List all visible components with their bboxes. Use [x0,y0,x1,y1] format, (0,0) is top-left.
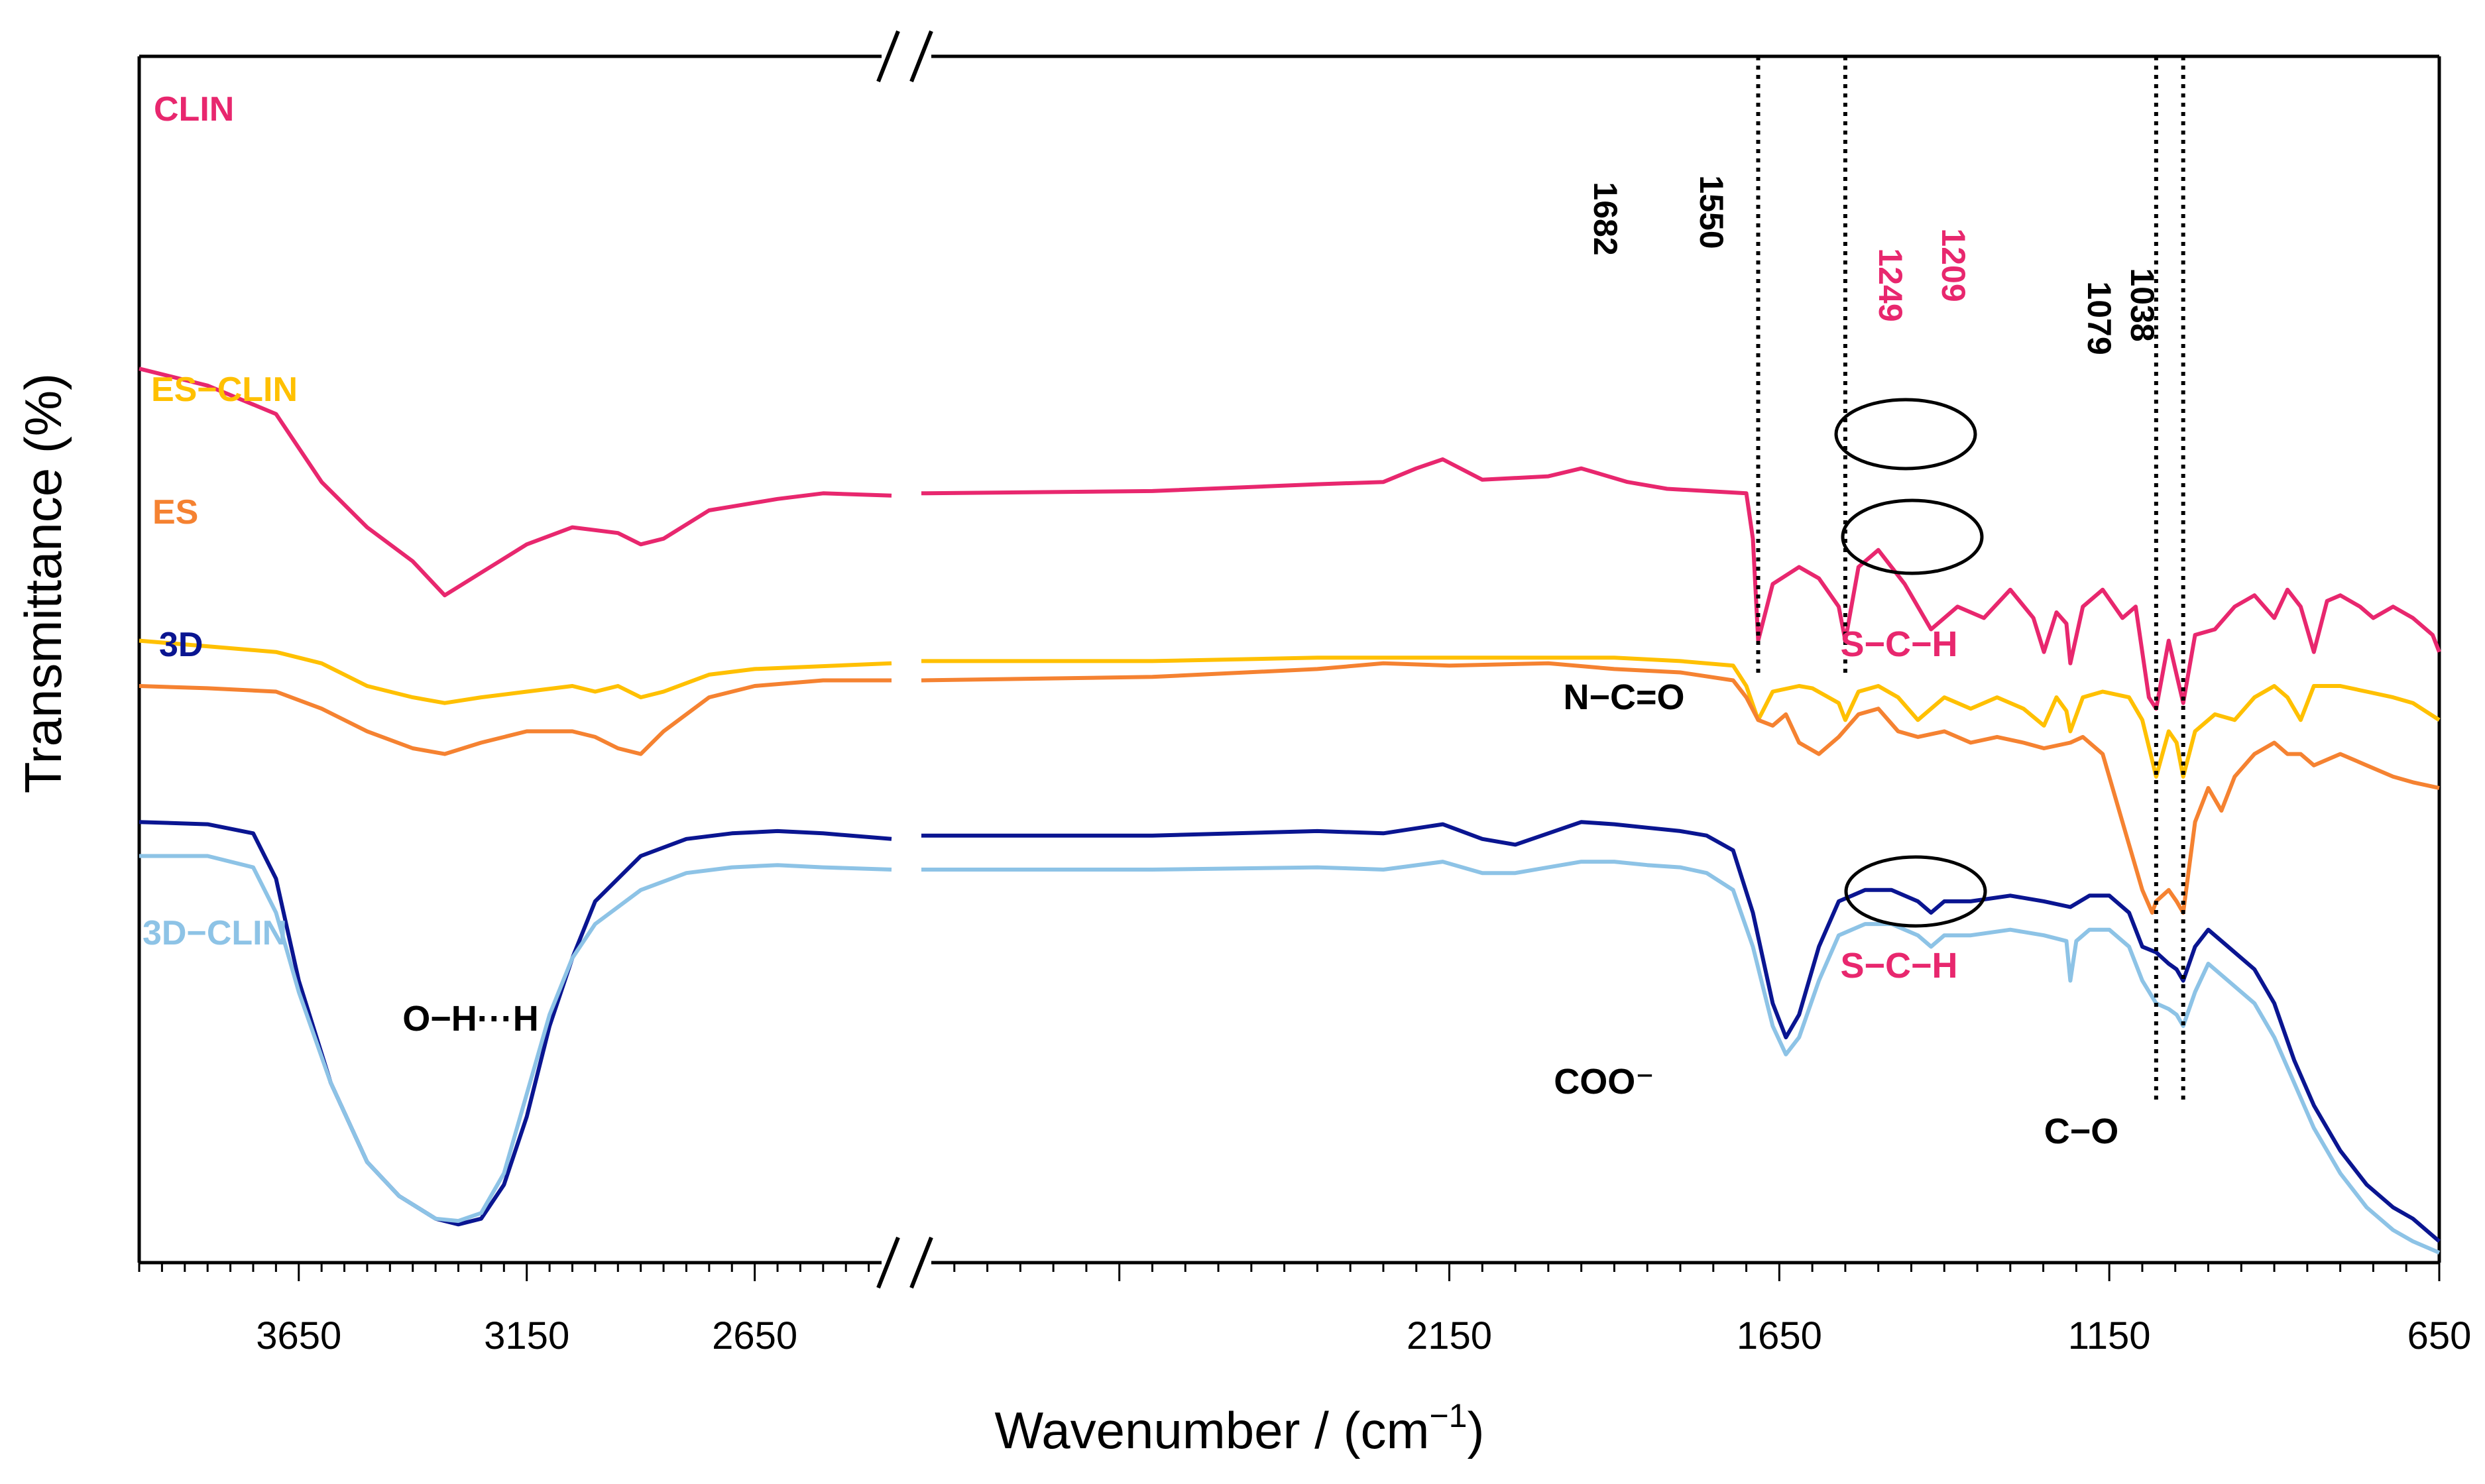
series-line-es-seg2 [921,661,2440,915]
series-line-es-clin-seg1 [139,638,892,705]
series-lines [139,367,2441,1255]
series-line-es-seg1 [139,678,892,756]
highlight-ellipse-3d-clin [1844,855,1987,928]
s-c-h-label-lower: S−C−H [1840,946,1957,986]
break-mark [876,1236,900,1289]
y-axis-label: Transmittance (%) [14,373,72,793]
series-label-es-clin: ES−CLIN [151,371,298,409]
series-label-es: ES [152,493,198,532]
peak-label-1682: 1682 [1587,182,1624,255]
s-c-h-label-upper: S−C−H [1840,624,1957,664]
x-tick-label: 2150 [1407,1314,1492,1357]
highlight-ellipse-es-clin [1841,498,1984,575]
oh-h-label: O−H···H [402,999,538,1039]
series-line-3d-clin-seg2 [921,860,2441,1255]
x-tick-labels: 3650 3150 2650 2150 1650 1150 650 [256,1314,2471,1357]
peak-labels: 1682 1550 1249 1209 1079 1038 [1587,175,2161,355]
peak-label-1209: 1209 [1935,228,1972,302]
annotation-labels: O−H···H N−C=O COO⁻ S−C−H S−C−H C−O [402,624,2118,1151]
highlight-ellipses [1834,398,1987,928]
series-line-es-clin-seg2 [921,656,2441,779]
x-tick-label: 650 [2407,1314,2472,1357]
x-axis-label-close: ) [1467,1401,1484,1459]
n-c-o-label: N−C=O [1563,677,1684,717]
series-label-clin: CLIN [154,90,234,129]
x-axis-label: Wavenumber / (cm−1) [995,1397,1485,1459]
peak-dotted-lines [1756,56,2185,1104]
peak-label-1079: 1079 [2081,281,2118,355]
peak-label-1249: 1249 [1872,248,1909,321]
highlight-ellipse-clin [1834,398,1977,471]
x-tick-label: 3150 [484,1314,569,1357]
plot-frame [137,54,2441,1265]
series-line-3d-seg2 [921,820,2441,1243]
x-ticks [138,1263,2441,1281]
x-axis-label-sup: −1 [1429,1397,1467,1434]
x-tick-label: 3650 [256,1314,341,1357]
series-line-3d-clin-seg1 [139,854,892,1224]
peak-label-1038: 1038 [2124,268,2161,341]
series-line-3d-seg1 [139,820,892,1227]
x-tick-label: 1150 [2068,1314,2151,1357]
c-o-label: C−O [2044,1112,2119,1151]
peak-label-1550: 1550 [1693,175,1730,249]
series-line-clin-seg2 [921,457,2441,711]
coo-label: COO⁻ [1554,1062,1654,1102]
series-label-3d-clin: 3D−CLIN [143,914,287,952]
series-label-3d: 3D [159,626,203,664]
break-mark [876,30,900,83]
x-tick-label: 2650 [712,1314,797,1357]
series-line-clin-seg1 [139,367,892,598]
break-mark [909,30,933,83]
axis-break-marks [876,30,933,1289]
series-name-labels: CLIN ES−CLIN ES 3D 3D−CLIN [143,90,298,952]
x-axis-label-main: Wavenumber / (cm [995,1401,1430,1459]
x-tick-label: 1650 [1737,1314,1822,1357]
break-mark [909,1236,933,1289]
